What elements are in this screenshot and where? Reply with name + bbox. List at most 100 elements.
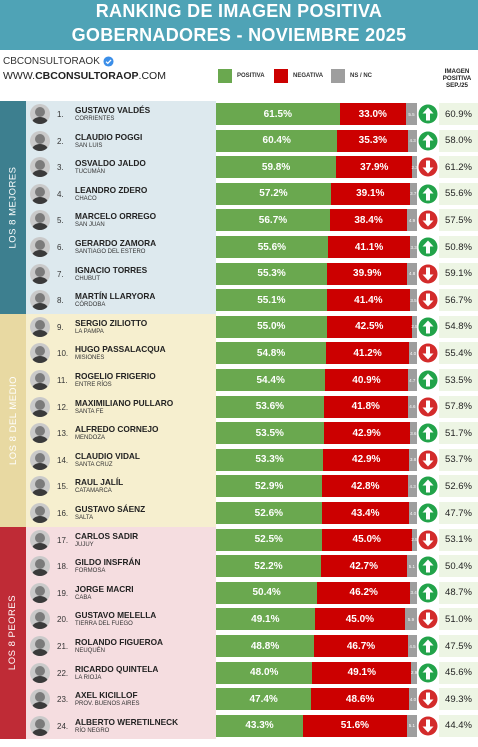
arrow-up-icon <box>418 636 438 656</box>
arrow-up-icon <box>418 237 438 257</box>
table-row: 1. GUSTAVO VALDÉS CORRIENTES 61.5% 33.0% 5.5 6… <box>0 101 478 128</box>
rank-number: 9. <box>57 322 64 332</box>
site-tld: .COM <box>138 70 166 82</box>
sep-value: 53.1% <box>439 528 478 551</box>
legend-ns: NS / NC <box>331 69 372 83</box>
arrow-up-icon <box>418 663 438 683</box>
avatar <box>30 396 50 417</box>
sep-value: 57.5% <box>439 209 478 232</box>
avatar <box>30 423 50 444</box>
province-name: CHACO <box>75 195 97 202</box>
avatar <box>30 582 50 603</box>
bar-ns: 3.5 <box>409 289 417 312</box>
bar-positive: 55.1% <box>216 289 327 312</box>
bar-positive: 50.4% <box>216 581 318 604</box>
province-name: SANTA FE <box>75 408 104 415</box>
bar-ns: 4.5 <box>407 635 417 657</box>
bar-negative: 51.6% <box>303 714 407 737</box>
stacked-bar: 50.4% 46.2% 3.4 <box>216 581 417 604</box>
bar-negative: 41.1% <box>327 236 411 258</box>
bar-ns: 4.3 <box>408 475 417 498</box>
bar-negative: 42.5% <box>326 315 412 338</box>
stacked-bar: 53.5% 42.9% 3.6 <box>216 422 417 445</box>
legend-negative: NEGATIVA <box>274 69 323 83</box>
bar-positive: 49.1% <box>216 608 315 631</box>
table-row: 10. HUGO PASSALACQUA MISIONES 54.8% 41.2% 4.0… <box>0 340 478 367</box>
rank-number: 7. <box>57 269 64 279</box>
bar-ns: 4.6 <box>407 395 417 418</box>
avatar <box>30 503 50 523</box>
stacked-bar: 52.9% 42.8% 4.3 <box>216 475 417 498</box>
bar-positive: 48.0% <box>216 661 313 684</box>
arrow-up-icon <box>418 556 438 576</box>
brand-website[interactable]: WWW.CBCONSULTORAOP.COM <box>3 70 203 82</box>
bar-negative: 45.0% <box>321 528 412 551</box>
province-name: SAN LUIS <box>75 142 103 149</box>
avatar <box>30 210 50 231</box>
table-row: 17. CARLOS SADIR JUJUY 52.5% 45.0% 2.5 53.1% <box>0 527 478 554</box>
arrow-up-icon <box>418 317 438 337</box>
bar-ns: 2.5 <box>411 315 418 338</box>
sep-value: 44.4% <box>439 714 478 737</box>
legend-positive-label: POSITIVA <box>237 73 265 79</box>
province-name: TUCUMÁN <box>75 169 105 176</box>
avatar <box>30 689 50 710</box>
bar-positive: 56.7% <box>216 209 330 232</box>
avatar <box>30 556 50 577</box>
bar-negative: 39.9% <box>327 262 408 285</box>
bar-negative: 37.9% <box>336 156 413 179</box>
stacked-bar: 49.1% 45.0% 5.9 <box>216 608 417 631</box>
group-label-worst: LOS 8 PEORES <box>0 526 26 740</box>
title-line-2: GOBERNADORES - NOVIEMBRE 2025 <box>71 25 407 45</box>
bar-ns: 3.7 <box>409 182 417 205</box>
stacked-bar: 47.4% 48.6% 4.0 <box>216 688 417 711</box>
avatar <box>30 316 50 337</box>
rank-number: 6. <box>57 243 64 252</box>
bar-ns: 3.4 <box>410 581 417 604</box>
bar-positive: 52.9% <box>216 475 323 498</box>
governor-name: ROGELIO FRIGERIO <box>75 371 156 381</box>
rank-number: 23. <box>57 695 69 705</box>
bar-positive: 54.4% <box>216 369 326 391</box>
bar-positive: 52.5% <box>216 528 322 551</box>
stacked-bar: 53.3% 42.9% 3.8 <box>216 448 417 471</box>
table-row: 20. GUSTAVO MELELLA TIERRA DEL FUEGO 49.1% 4… <box>0 606 478 633</box>
governor-name: GERARDO ZAMORA <box>75 238 157 248</box>
stacked-bar: 48.0% 49.1% 2.9 <box>216 661 417 684</box>
arrow-down-icon <box>418 210 438 230</box>
bar-negative: 42.8% <box>322 475 409 498</box>
governor-name: CLAUDIO VIDAL <box>75 450 140 461</box>
province-name: FORMOSA <box>75 568 106 575</box>
province-name: SANTA CRUZ <box>75 461 113 468</box>
rank-number: 15. <box>57 482 69 492</box>
bar-positive: 60.4% <box>216 129 338 152</box>
bar-negative: 41.4% <box>326 289 410 312</box>
stacked-bar: 56.7% 38.4% 4.9 <box>216 209 417 232</box>
stacked-bar: 59.8% 37.9% 2.3 <box>216 156 418 179</box>
province-name: ENTRE RÍOS <box>75 382 112 388</box>
bar-ns: 2.3 <box>412 156 418 179</box>
verified-badge-icon <box>103 56 114 67</box>
bar-ns: 2.9 <box>411 661 417 684</box>
arrow-up-icon <box>418 104 438 124</box>
governor-name: LEANDRO ZDERO <box>75 184 148 195</box>
rank-number: 19. <box>57 588 69 598</box>
avatar <box>30 104 50 124</box>
avatar <box>30 529 50 550</box>
legend-positive-swatch <box>218 69 232 83</box>
stacked-bar: 48.8% 46.7% 4.5 <box>216 635 417 657</box>
province-name: PROV. BUENOS AIRES <box>75 701 140 708</box>
province-name: CATAMARCA <box>75 488 112 495</box>
brand-handle: CBCONSULTORAOK <box>3 56 100 67</box>
sep-value: 51.7% <box>439 422 478 445</box>
bar-ns: 3.8 <box>409 448 417 471</box>
table-row: 19. JORGE MACRI CABA 50.4% 46.2% 3.4 48.7% <box>0 580 478 607</box>
sep-value: 61.2% <box>439 156 478 179</box>
arrow-down-icon <box>418 450 438 470</box>
sep-value: 58.0% <box>439 129 478 152</box>
sep-header-line-2: POSITIVA <box>442 75 472 82</box>
governor-name: JORGE MACRI <box>75 583 134 594</box>
stacked-bar: 55.0% 42.5% 2.5 <box>216 315 418 338</box>
bar-negative: 42.7% <box>320 555 407 578</box>
bar-positive: 48.8% <box>216 635 315 657</box>
